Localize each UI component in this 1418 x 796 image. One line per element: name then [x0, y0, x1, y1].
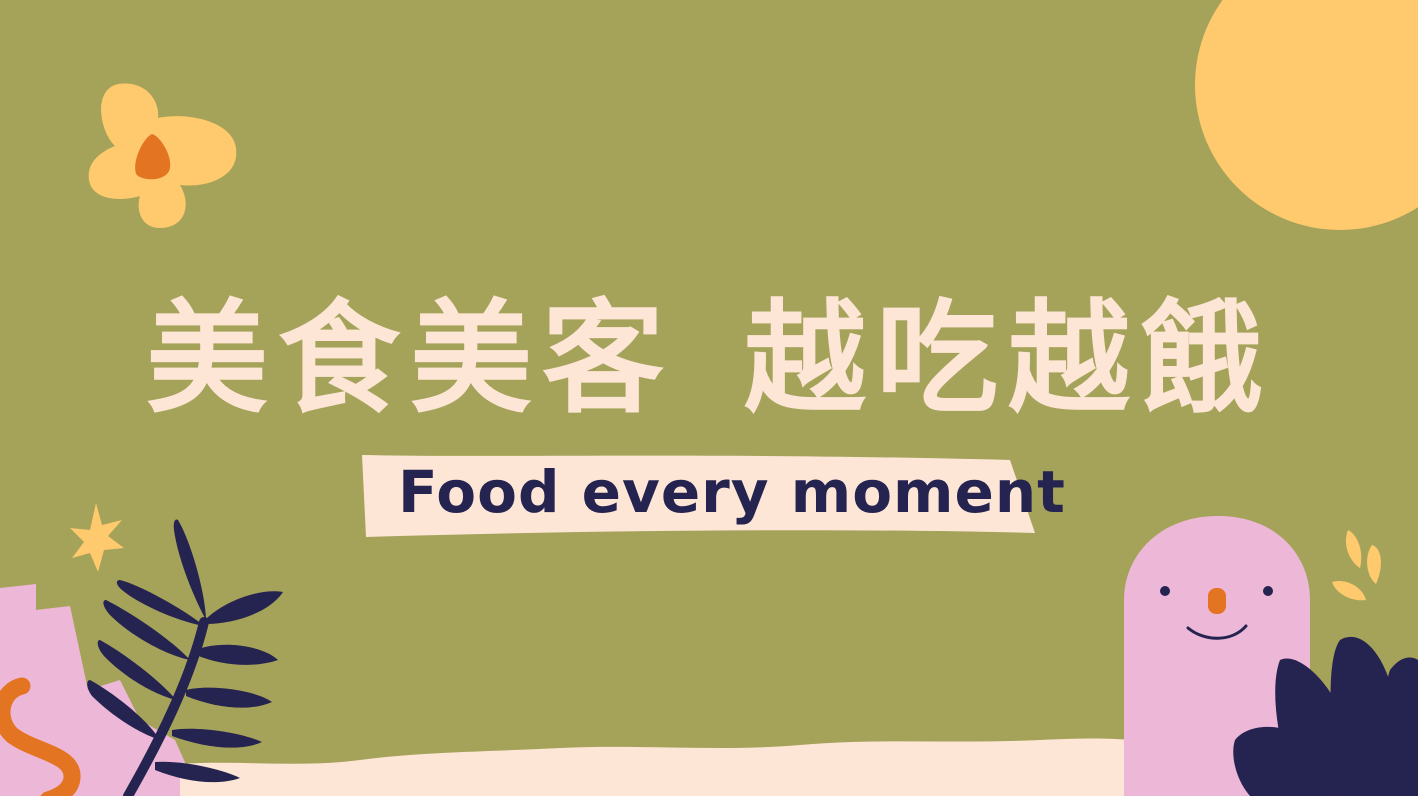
- title-part-2: 越吃越餓: [744, 285, 1272, 430]
- subtitle-banner: [362, 455, 1035, 537]
- orange-squiggle-icon: [0, 677, 81, 796]
- sun-shape: [1195, 0, 1418, 230]
- subtitle: Food every moment: [398, 458, 1066, 526]
- dark-leaves-icon: [1233, 636, 1418, 796]
- star-icon: [70, 503, 124, 572]
- pink-ghost-character: [1124, 516, 1310, 796]
- ground-wave: [180, 738, 1130, 796]
- title-part-1: 美食美客: [146, 285, 674, 430]
- flower-icon: [88, 83, 237, 229]
- main-title: 美食美客 越吃越餓: [0, 268, 1418, 430]
- fern-leaf-icon: [87, 519, 283, 796]
- yellow-sprout-icon: [1332, 530, 1381, 601]
